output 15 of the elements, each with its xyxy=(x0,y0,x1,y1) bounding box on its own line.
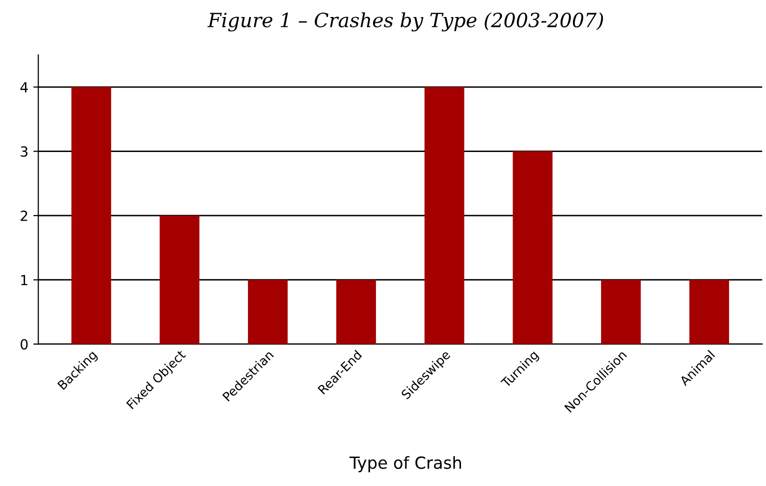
bar xyxy=(71,87,112,344)
bar xyxy=(248,280,288,344)
y-tick-label: 1 xyxy=(21,274,28,286)
y-tick-label: 0 xyxy=(20,339,28,350)
bar xyxy=(512,151,553,344)
bar xyxy=(601,280,641,344)
bar xyxy=(424,87,464,344)
bar xyxy=(160,216,200,344)
y-tick-label: 4 xyxy=(20,82,28,92)
x-axis-title: Type of Crash xyxy=(349,456,462,472)
y-tick-label: 2 xyxy=(20,210,28,221)
y-tick-label: 3 xyxy=(20,146,28,157)
bar xyxy=(689,280,730,344)
chart-title: Figure 1 – Crashes by Type (2003-2007) xyxy=(207,12,603,32)
bar xyxy=(336,280,376,344)
